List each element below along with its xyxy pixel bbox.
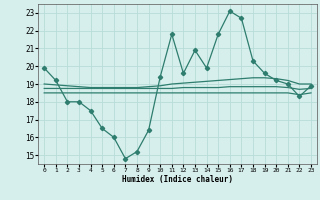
X-axis label: Humidex (Indice chaleur): Humidex (Indice chaleur) xyxy=(122,175,233,184)
